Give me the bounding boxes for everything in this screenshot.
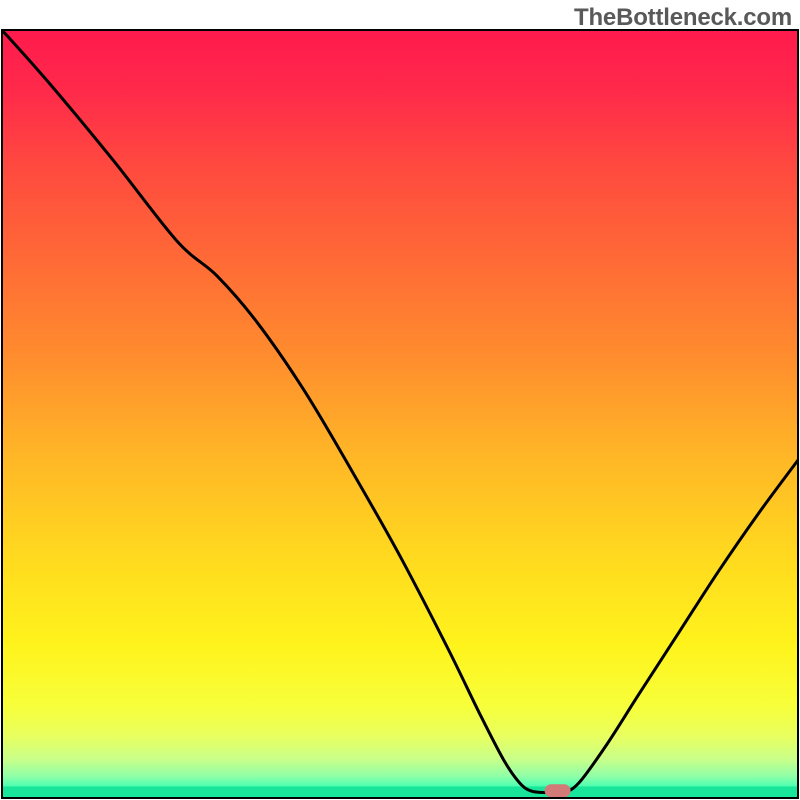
gradient-chart (0, 0, 800, 800)
plot-area (2, 30, 798, 798)
gradient-background (2, 30, 798, 798)
optimal-marker (545, 784, 571, 797)
green-baseline (2, 786, 798, 798)
watermark-text: TheBottleneck.com (574, 4, 792, 32)
chart-container: TheBottleneck.com (0, 0, 800, 800)
